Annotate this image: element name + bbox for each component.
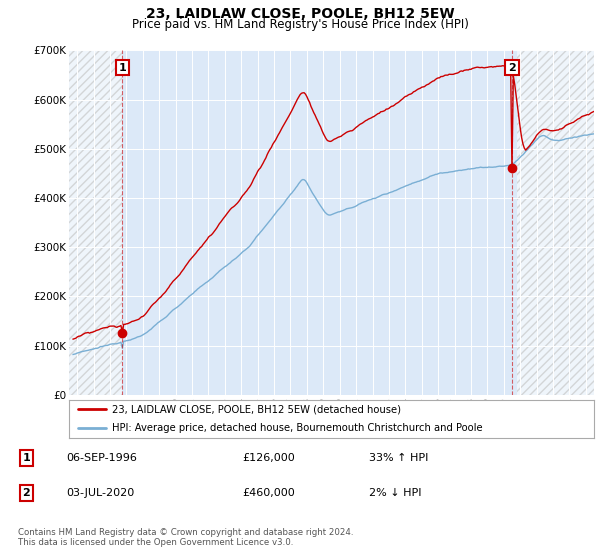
Text: 06-SEP-1996: 06-SEP-1996	[67, 453, 137, 463]
Text: 03-JUL-2020: 03-JUL-2020	[67, 488, 135, 498]
Text: 2: 2	[23, 488, 30, 498]
Text: £460,000: £460,000	[242, 488, 295, 498]
Text: 1: 1	[118, 63, 126, 73]
Text: £126,000: £126,000	[242, 453, 295, 463]
Text: 2: 2	[508, 63, 516, 73]
Text: Price paid vs. HM Land Registry's House Price Index (HPI): Price paid vs. HM Land Registry's House …	[131, 18, 469, 31]
Text: 23, LAIDLAW CLOSE, POOLE, BH12 5EW (detached house): 23, LAIDLAW CLOSE, POOLE, BH12 5EW (deta…	[112, 404, 401, 414]
Text: 2% ↓ HPI: 2% ↓ HPI	[369, 488, 422, 498]
Text: 1: 1	[23, 453, 30, 463]
Text: 23, LAIDLAW CLOSE, POOLE, BH12 5EW: 23, LAIDLAW CLOSE, POOLE, BH12 5EW	[146, 7, 454, 21]
Text: 33% ↑ HPI: 33% ↑ HPI	[369, 453, 428, 463]
Text: Contains HM Land Registry data © Crown copyright and database right 2024.
This d: Contains HM Land Registry data © Crown c…	[18, 528, 353, 547]
Text: HPI: Average price, detached house, Bournemouth Christchurch and Poole: HPI: Average price, detached house, Bour…	[112, 423, 482, 433]
